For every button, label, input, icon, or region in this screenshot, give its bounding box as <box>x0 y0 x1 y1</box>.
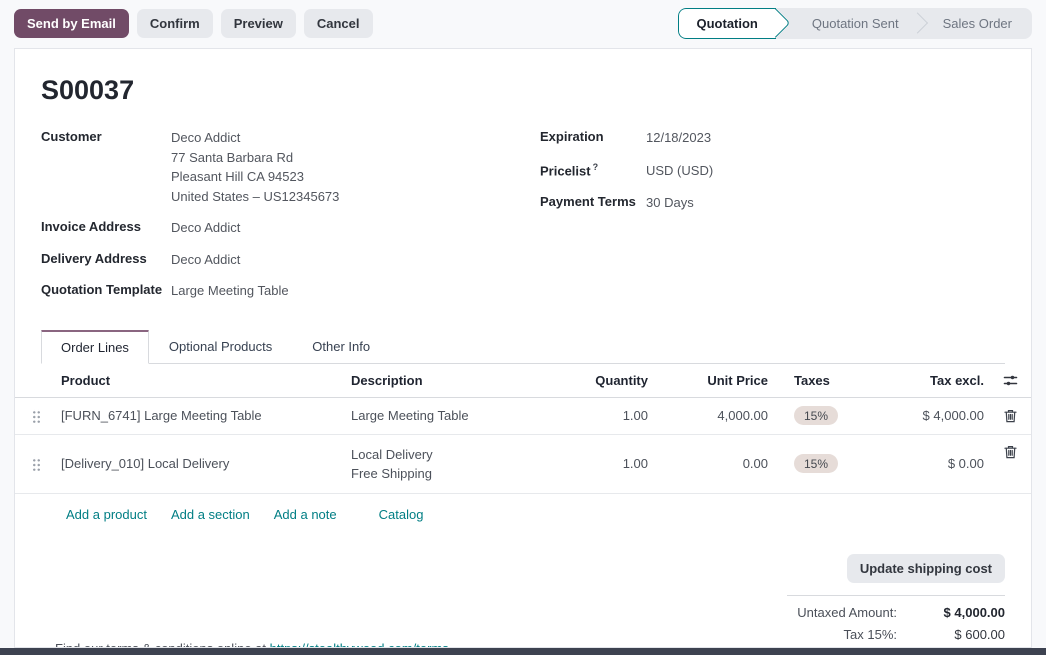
notebook-tabs: Order Lines Optional Products Other Info <box>41 329 1005 364</box>
field-group-right: Expiration 12/18/2023 Pricelist? USD (US… <box>540 128 1005 313</box>
tax-badge[interactable]: 15% <box>794 454 839 473</box>
invoice-address-label: Invoice Address <box>41 219 141 234</box>
quotation-template-label: Quotation Template <box>41 282 163 297</box>
expiration-value[interactable]: 12/18/2023 <box>646 130 712 145</box>
invoice-address-value[interactable]: Deco Addict <box>171 220 241 235</box>
untaxed-amount-row: Untaxed Amount: $ 4,000.00 <box>787 605 1005 620</box>
order-line-row[interactable]: [FURN_6741] Large Meeting Table Large Me… <box>15 398 1031 435</box>
totals-panel: Untaxed Amount: $ 4,000.00 Tax 15%: $ 60… <box>787 594 1005 648</box>
field-pricelist: Pricelist? USD (USD) <box>540 161 1005 181</box>
field-invoice-address: Invoice Address Deco Addict <box>41 218 506 238</box>
terms-text: Find our terms & conditions online at <box>55 640 270 648</box>
line-quantity[interactable]: 1.00 <box>622 408 648 423</box>
status-bar: Quotation Quotation Sent Sales Order <box>677 7 1032 39</box>
preview-button[interactable]: Preview <box>220 8 296 38</box>
record-title: S00037 <box>41 75 135 105</box>
line-unit-price[interactable]: 0.00 <box>742 456 768 471</box>
field-quotation-template: Quotation Template Large Meeting Table <box>41 281 506 301</box>
trash-icon[interactable] <box>988 403 1031 429</box>
terms-note: Find our terms & conditions online at ht… <box>55 640 453 648</box>
tab-other-info[interactable]: Other Info <box>312 338 371 354</box>
line-subtotal: $ 0.00 <box>947 456 984 471</box>
column-header-subtotal[interactable]: Tax excl. <box>930 372 984 388</box>
tax-row: Tax 15%: $ 600.00 <box>787 627 1005 642</box>
tax-badge[interactable]: 15% <box>794 406 839 425</box>
field-expiration: Expiration 12/18/2023 <box>540 128 1005 148</box>
status-step-label: Sales Order <box>942 15 1012 31</box>
trash-icon[interactable] <box>988 435 1031 469</box>
form-sheet: S00037 Customer Deco Addict 77 Santa Bar… <box>14 48 1032 648</box>
shipping-row: Update shipping cost <box>41 553 1005 583</box>
optional-columns-icon[interactable] <box>988 367 1031 394</box>
customer-city: Pleasant Hill CA 94523 <box>171 169 304 184</box>
status-step-label: Quotation <box>696 15 758 31</box>
tax-label: Tax 15%: <box>843 626 897 642</box>
help-icon: ? <box>592 161 599 172</box>
customer-country: United States – US12345673 <box>171 188 340 204</box>
add-note-link[interactable]: Add a note <box>273 506 337 522</box>
status-step-sales-order[interactable]: Sales Order <box>919 8 1032 39</box>
line-description[interactable]: Large Meeting Table <box>351 408 469 423</box>
column-header-description[interactable]: Description <box>351 372 423 388</box>
untaxed-amount-label: Untaxed Amount: <box>797 604 897 620</box>
payment-terms-label: Payment Terms <box>540 194 636 209</box>
status-step-label: Quotation Sent <box>811 15 899 31</box>
send-by-email-button[interactable]: Send by Email <box>14 8 129 38</box>
tab-optional-products[interactable]: Optional Products <box>168 338 273 354</box>
status-step-quotation[interactable]: Quotation <box>677 7 776 39</box>
add-product-link[interactable]: Add a product <box>66 506 147 522</box>
field-customer: Customer Deco Addict 77 Santa Barbara Rd… <box>41 128 506 206</box>
pricelist-label: Pricelist? <box>540 161 599 178</box>
order-lines-table: Product Description Quantity Unit Price … <box>15 364 1031 536</box>
line-product[interactable]: [Delivery_010] Local Delivery <box>61 456 230 471</box>
payment-terms-value[interactable]: 30 Days <box>646 195 694 210</box>
column-header-product[interactable]: Product <box>61 372 111 388</box>
table-footer-links: Add a product Add a section Add a note C… <box>15 494 1031 536</box>
toolbar: Send by Email Confirm Preview Cancel Quo… <box>0 0 1046 46</box>
drag-handle-icon[interactable] <box>15 447 57 481</box>
line-taxes[interactable]: 15% <box>772 400 872 431</box>
delivery-address-label: Delivery Address <box>41 250 147 266</box>
field-group-left: Customer Deco Addict 77 Santa Barbara Rd… <box>41 128 506 313</box>
line-subtotal: $ 4,000.00 <box>922 408 984 423</box>
field-delivery-address: Delivery Address Deco Addict <box>41 250 506 270</box>
bottom-zone: Untaxed Amount: $ 4,000.00 Tax 15%: $ 60… <box>41 594 1005 648</box>
action-buttons: Send by Email Confirm Preview Cancel <box>14 8 373 38</box>
drag-handle-icon[interactable] <box>15 403 57 429</box>
expiration-label: Expiration <box>540 129 604 144</box>
field-payment-terms: Payment Terms 30 Days <box>540 193 1005 213</box>
status-step-quotation-sent[interactable]: Quotation Sent <box>788 8 919 39</box>
order-line-row[interactable]: [Delivery_010] Local Delivery Local Deli… <box>15 435 1031 494</box>
cancel-button[interactable]: Cancel <box>303 8 373 38</box>
customer-label: Customer <box>41 129 102 144</box>
column-header-unit-price[interactable]: Unit Price <box>707 372 768 388</box>
column-header-quantity[interactable]: Quantity <box>595 372 648 388</box>
line-description[interactable]: Local Delivery Free Shipping <box>351 446 433 481</box>
confirm-button[interactable]: Confirm <box>136 8 213 38</box>
untaxed-amount-value: $ 4,000.00 <box>943 604 1005 620</box>
tab-order-lines[interactable]: Order Lines <box>41 329 149 364</box>
line-taxes[interactable]: 15% <box>772 444 872 483</box>
pricelist-value[interactable]: USD (USD) <box>646 162 714 178</box>
customer-name[interactable]: Deco Addict <box>171 130 241 145</box>
field-groups: Customer Deco Addict 77 Santa Barbara Rd… <box>41 128 1005 313</box>
add-section-link[interactable]: Add a section <box>170 506 250 522</box>
line-unit-price[interactable]: 4,000.00 <box>717 408 768 423</box>
line-quantity[interactable]: 1.00 <box>622 456 648 471</box>
line-product[interactable]: [FURN_6741] Large Meeting Table <box>61 408 262 423</box>
bottom-panel-edge <box>0 648 1046 655</box>
customer-street: 77 Santa Barbara Rd <box>171 149 294 165</box>
column-header-taxes[interactable]: Taxes <box>794 372 830 388</box>
tax-value: $ 600.00 <box>954 626 1005 642</box>
quotation-template-value[interactable]: Large Meeting Table <box>171 283 289 298</box>
catalog-link[interactable]: Catalog <box>378 506 424 522</box>
table-header-row: Product Description Quantity Unit Price … <box>15 364 1031 398</box>
customer-value[interactable]: Deco Addict 77 Santa Barbara Rd Pleasant… <box>171 128 506 206</box>
delivery-address-value[interactable]: Deco Addict <box>171 251 241 267</box>
terms-link[interactable]: https://stealthywood.com/terms. <box>269 640 453 648</box>
update-shipping-cost-button[interactable]: Update shipping cost <box>846 553 1005 583</box>
